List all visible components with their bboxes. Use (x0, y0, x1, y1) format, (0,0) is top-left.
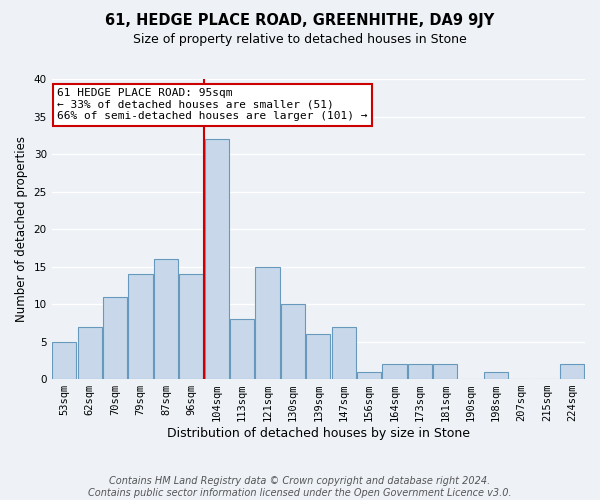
Bar (52, 342, 76, 379)
Text: Contains HM Land Registry data © Crown copyright and database right 2024.
Contai: Contains HM Land Registry data © Crown c… (88, 476, 512, 498)
Bar (332, 326, 356, 379)
Y-axis label: Number of detached properties: Number of detached properties (15, 136, 28, 322)
Bar (205, 139, 229, 379)
Bar (230, 319, 254, 379)
Bar (77, 326, 102, 379)
Text: 61, HEDGE PLACE ROAD, GREENHITHE, DA9 9JY: 61, HEDGE PLACE ROAD, GREENHITHE, DA9 9J… (106, 12, 494, 28)
Bar (256, 266, 280, 379)
Bar (484, 372, 508, 379)
Bar (306, 334, 331, 379)
X-axis label: Distribution of detached houses by size in Stone: Distribution of detached houses by size … (167, 427, 470, 440)
Bar (357, 372, 381, 379)
Text: 61 HEDGE PLACE ROAD: 95sqm
← 33% of detached houses are smaller (51)
66% of semi: 61 HEDGE PLACE ROAD: 95sqm ← 33% of deta… (57, 88, 367, 121)
Bar (433, 364, 457, 379)
Bar (154, 259, 178, 379)
Bar (103, 296, 127, 379)
Bar (408, 364, 432, 379)
Bar (128, 274, 152, 379)
Bar (560, 364, 584, 379)
Bar (281, 304, 305, 379)
Bar (382, 364, 407, 379)
Text: Size of property relative to detached houses in Stone: Size of property relative to detached ho… (133, 32, 467, 46)
Bar (179, 274, 203, 379)
